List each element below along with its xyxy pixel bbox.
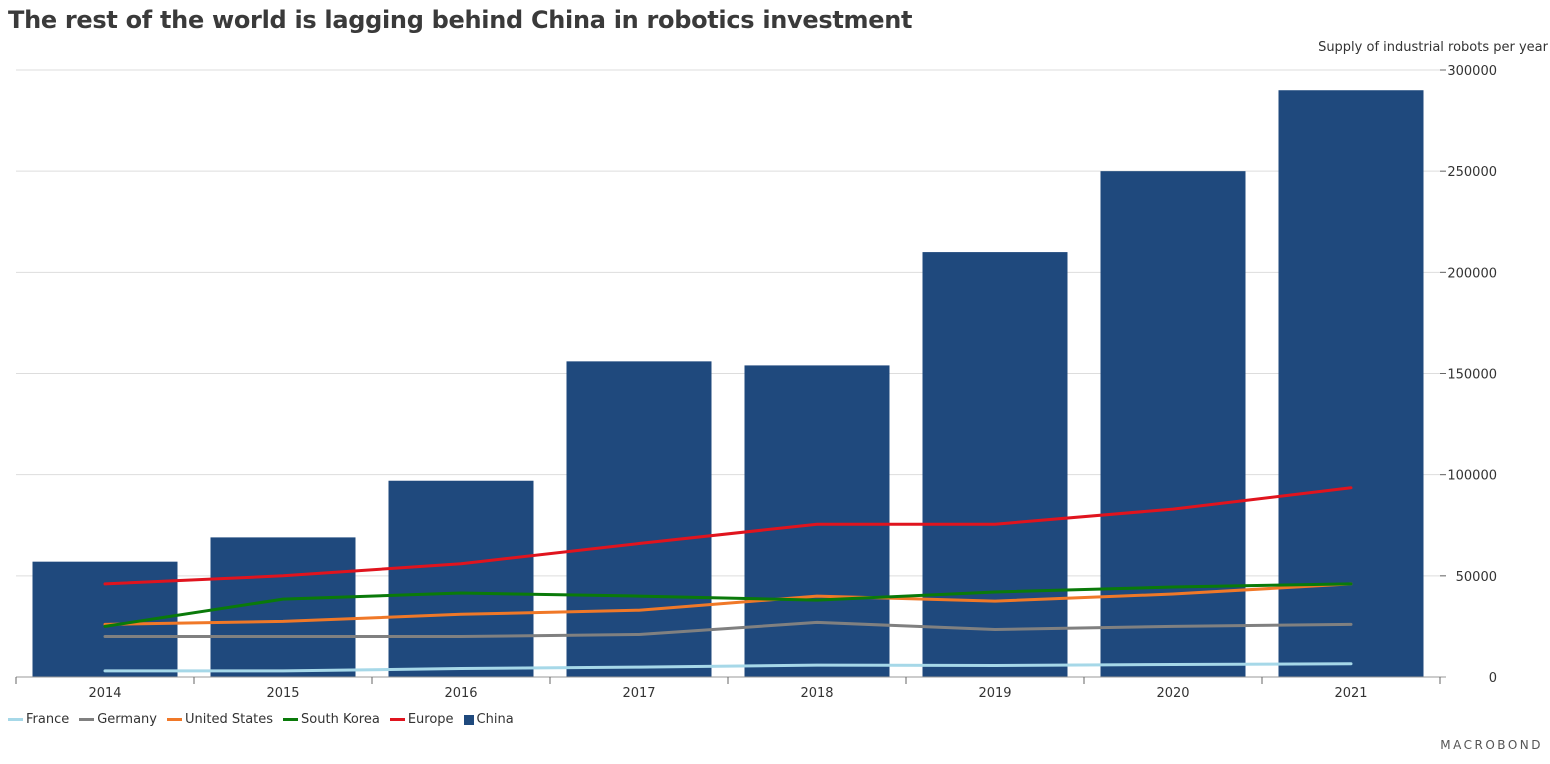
x-tick-label: 2016 [444,686,477,701]
legend-swatch [463,714,474,725]
legend-swatch [283,718,299,721]
line-europe [103,486,1353,586]
y-tick-label: 250000 [1447,165,1497,180]
legend-label: Germany [97,712,157,727]
line-germany [103,620,1353,638]
bar-2019 [922,252,1068,677]
y-tick-label: 150000 [1447,368,1497,383]
axes: 0 50000 100000 150000 200000 250000 300000 2014… [15,64,1497,701]
bar-2016 [388,480,534,677]
x-tick-label: 2019 [978,686,1011,701]
bar-series-china [32,90,1424,677]
legend-swatch [389,718,405,721]
y-tick-label: 300000 [1447,64,1497,79]
legend-item-europe: Europe [389,712,454,727]
legend-label: United States [185,712,274,727]
x-tick-label: 2014 [88,686,121,701]
y-tick-label: 50000 [1456,570,1497,585]
legend-item-germany: Germany [79,712,157,727]
legend-swatch [79,718,95,721]
legend-item-united-states: United States [167,712,273,727]
y-tick-label: 100000 [1447,469,1497,484]
y-tick-label: 200000 [1447,266,1497,281]
line-series-group [103,486,1353,673]
units-label: Supply of industrial robots per year [1318,40,1548,55]
line-south-korea [103,582,1353,628]
x-tick-label: 2015 [266,686,299,701]
legend-label: South Korea [301,712,380,727]
legend-label: China [476,712,514,727]
legend: France Germany United States South Korea Eur… [8,712,514,727]
legend-item-france: France [8,712,69,727]
bar-2018 [744,365,890,677]
line-united-states [103,582,1353,626]
x-tick-label: 2021 [1334,686,1367,701]
brand-logo: MACROBOND [1440,738,1543,752]
y-tick-label: 0 [1489,671,1497,686]
legend-item-south-korea: South Korea [283,712,380,727]
legend-item-china: China [463,712,514,727]
legend-swatch [8,718,23,721]
x-tick-label: 2018 [800,686,833,701]
chart-title: The rest of the world is lagging behind … [8,6,913,34]
legend-label: France [26,712,70,727]
legend-swatch [167,718,182,721]
legend-label: Europe [407,712,454,727]
x-tick-label: 2017 [622,686,655,701]
bar-2020 [1100,171,1246,677]
bar-2021 [1278,90,1424,677]
line-france [103,662,1353,673]
x-tick-label: 2020 [1156,686,1189,701]
bar-2017 [566,361,712,677]
